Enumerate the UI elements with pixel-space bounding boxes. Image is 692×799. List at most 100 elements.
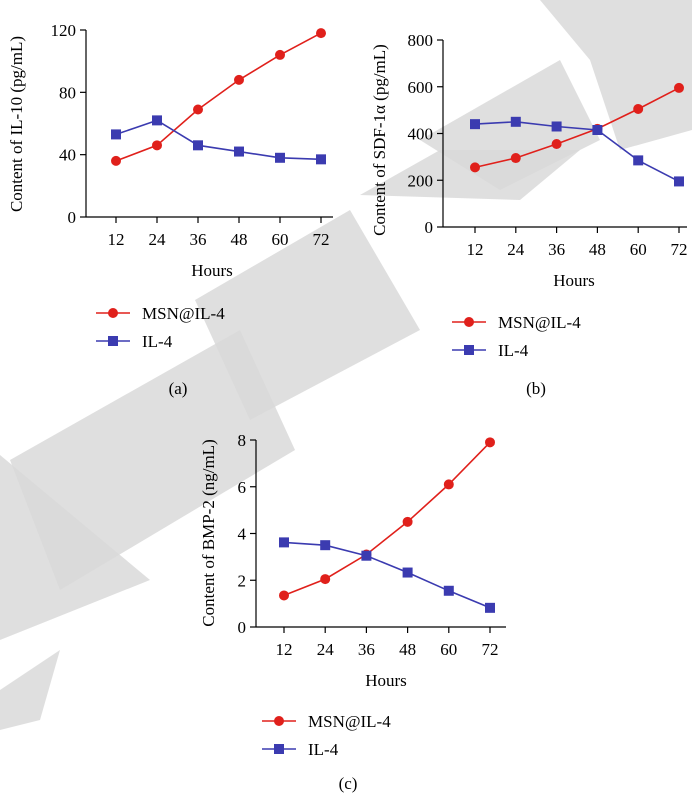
watermark-stroke-2 xyxy=(10,330,295,590)
series-line-il4 xyxy=(474,120,680,183)
data-point-il4 xyxy=(402,567,413,578)
data-point-il4 xyxy=(316,154,326,165)
data-point-msn xyxy=(485,437,495,448)
data-point-il4 xyxy=(551,121,562,132)
data-point-il4 xyxy=(234,146,244,157)
y-axis-title: Content of SDF-1α (pg/mL) xyxy=(370,44,389,236)
y-tick-label: 200 xyxy=(408,171,434,190)
x-tick-label: 72 xyxy=(482,640,499,659)
watermark-stroke-3 xyxy=(195,210,420,420)
x-tick-label: 36 xyxy=(190,230,207,249)
x-tick-label: 72 xyxy=(313,230,330,249)
series-line-il4 xyxy=(283,541,491,609)
watermark-stroke-6 xyxy=(540,0,692,150)
data-point-msn xyxy=(234,74,244,85)
data-point-msn xyxy=(402,516,413,527)
panel-label-a: (a) xyxy=(169,379,188,398)
data-point-il4 xyxy=(592,124,603,135)
y-axis-title: Content of BMP-2 (ng/mL) xyxy=(199,439,218,626)
legend: MSN@IL-4 IL-4 xyxy=(96,304,225,351)
data-point-msn xyxy=(674,82,684,93)
x-tick-label: 60 xyxy=(272,230,289,249)
data-point-msn xyxy=(633,103,644,114)
data-point-msn xyxy=(320,574,331,585)
legend-msn-marker xyxy=(464,317,474,327)
chart-panel-b: 0 200 400 600 800 12 24 36 48 60 72 Hours Content … xyxy=(370,31,688,398)
y-tick-label: 4 xyxy=(238,525,247,544)
legend: MSN@IL-4 IL-4 xyxy=(262,712,391,759)
data-point-il4 xyxy=(111,129,121,140)
x-axis-title: Hours xyxy=(553,271,595,290)
legend: MSN@IL-4 IL-4 xyxy=(452,313,581,360)
y-tick-label: 0 xyxy=(425,218,434,237)
chart-panel-a: 0 40 80 120 12 24 36 48 60 72 Hours Content of IL… xyxy=(7,21,333,398)
data-point-il4 xyxy=(152,115,162,126)
data-point-il4 xyxy=(193,140,203,151)
data-point-msn xyxy=(279,590,289,601)
legend-msn-marker xyxy=(108,308,118,318)
x-tick-label: 36 xyxy=(358,640,375,659)
x-tick-label: 48 xyxy=(399,640,416,659)
x-tick-label: 12 xyxy=(467,240,484,259)
data-point-il4 xyxy=(633,155,644,166)
y-tick-label: 120 xyxy=(51,21,77,40)
legend-msn-label: MSN@IL-4 xyxy=(142,304,225,323)
series-line-msn xyxy=(474,87,680,169)
series-line-msn xyxy=(283,441,491,597)
panel-label-b: (b) xyxy=(526,379,546,398)
y-tick-label: 600 xyxy=(408,78,434,97)
x-axis-title: Hours xyxy=(191,261,233,280)
legend-il4-label: IL-4 xyxy=(142,332,173,351)
x-tick-label: 24 xyxy=(507,240,525,259)
y-axis-title: Content of IL-10 (pg/mL) xyxy=(7,36,26,212)
retracted-watermark xyxy=(0,0,692,730)
watermark-stroke-5 xyxy=(420,60,600,190)
data-point-msn xyxy=(470,162,480,173)
series-line-il4 xyxy=(115,119,322,161)
plot-series-layer xyxy=(279,437,495,613)
data-point-il4 xyxy=(510,116,521,127)
legend-il4-marker xyxy=(274,744,284,754)
y-tick-label: 800 xyxy=(408,31,434,50)
y-tick-label: 2 xyxy=(238,571,247,590)
data-point-msn xyxy=(152,140,162,151)
legend-msn-label: MSN@IL-4 xyxy=(498,313,581,332)
y-tick-label: 80 xyxy=(59,83,76,102)
data-point-il4 xyxy=(443,585,454,596)
x-tick-label: 36 xyxy=(548,240,565,259)
data-point-il4 xyxy=(361,550,372,561)
plot-series-layer xyxy=(470,82,684,187)
data-point-msn xyxy=(111,155,121,166)
axes-layer: 0 40 80 120 12 24 36 48 60 72 xyxy=(51,21,333,249)
y-tick-label: 0 xyxy=(68,208,77,227)
legend-il4-label: IL-4 xyxy=(498,341,529,360)
axes-layer: 0 200 400 600 800 12 24 36 48 60 72 xyxy=(408,31,688,259)
legend-msn-label: MSN@IL-4 xyxy=(308,712,391,731)
x-tick-label: 72 xyxy=(671,240,688,259)
legend-msn-marker xyxy=(274,716,284,726)
x-tick-label: 60 xyxy=(440,640,457,659)
legend-il4-marker xyxy=(108,336,118,346)
legend-il4-marker xyxy=(464,345,474,355)
data-point-msn xyxy=(510,153,521,164)
plot-series-layer xyxy=(111,28,326,166)
y-tick-label: 8 xyxy=(238,431,247,450)
y-tick-label: 40 xyxy=(59,146,76,165)
x-tick-label: 24 xyxy=(149,230,167,249)
y-tick-label: 0 xyxy=(238,618,247,637)
x-tick-label: 48 xyxy=(589,240,606,259)
data-point-il4 xyxy=(485,602,495,613)
panel-label-c: (c) xyxy=(339,774,358,793)
data-point-msn xyxy=(316,28,326,39)
watermark-stroke-7 xyxy=(0,650,60,730)
legend-il4-label: IL-4 xyxy=(308,740,339,759)
data-point-msn xyxy=(275,49,285,60)
y-tick-label: 6 xyxy=(238,478,247,497)
x-tick-label: 12 xyxy=(108,230,125,249)
data-point-il4 xyxy=(279,537,289,548)
x-axis-title: Hours xyxy=(365,671,407,690)
data-point-il4 xyxy=(275,152,285,163)
